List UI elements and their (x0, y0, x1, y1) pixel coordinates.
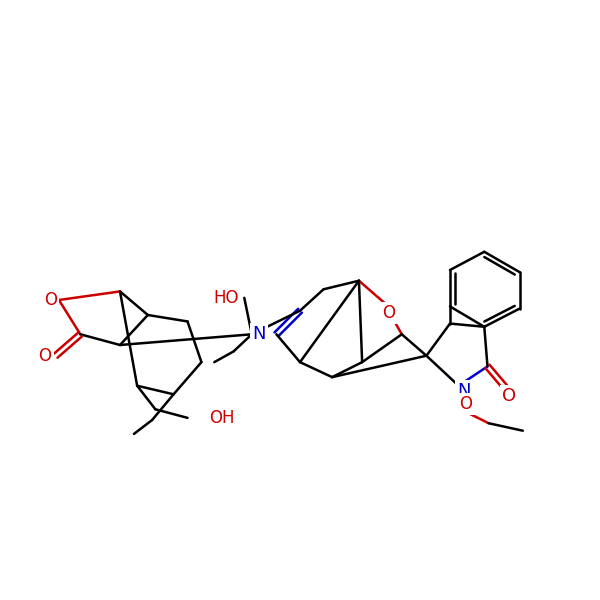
Text: N: N (252, 325, 266, 343)
Text: OH: OH (209, 409, 235, 427)
Text: O: O (502, 388, 516, 406)
Text: O: O (38, 347, 52, 365)
Text: O: O (382, 304, 395, 322)
Text: O: O (460, 395, 473, 413)
Text: N: N (457, 382, 470, 400)
Text: HO: HO (214, 289, 239, 307)
Text: O: O (44, 291, 57, 309)
